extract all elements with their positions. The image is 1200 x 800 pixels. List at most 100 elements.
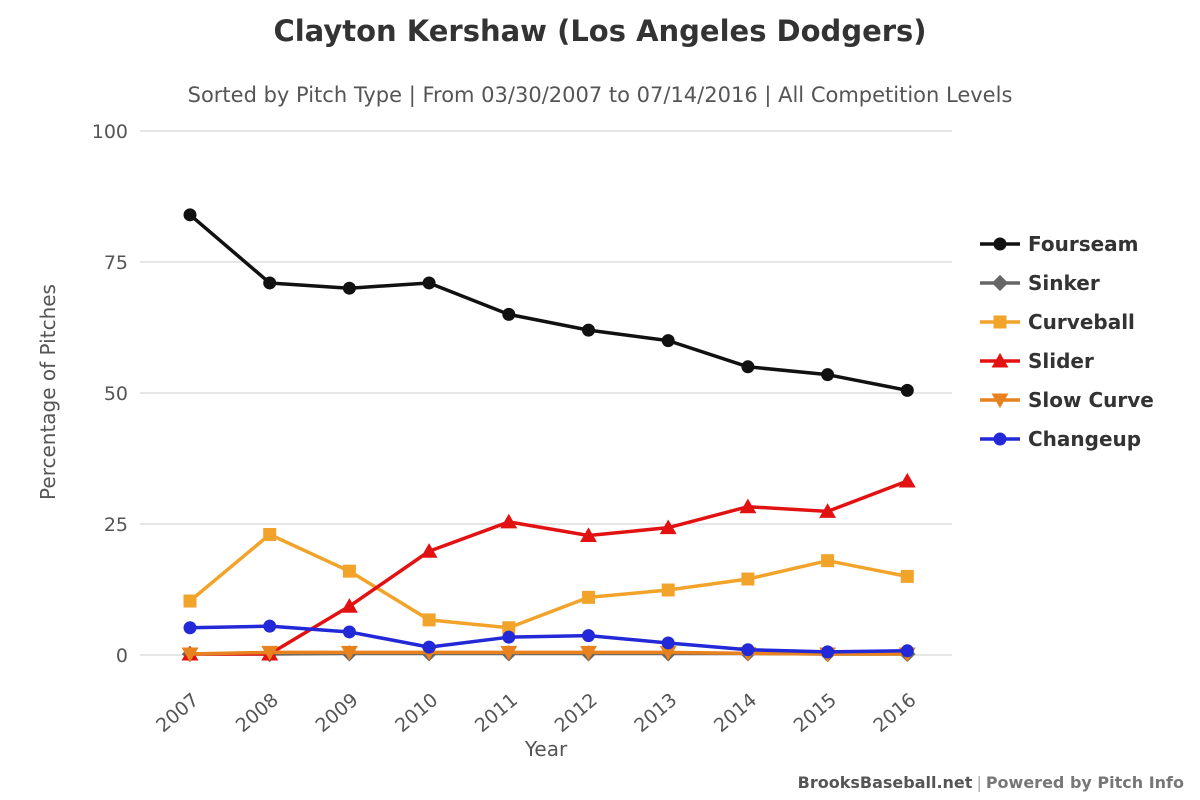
x-tick-label: 2009 [311, 689, 362, 737]
data-point-marker [580, 645, 597, 661]
data-point-marker [741, 360, 755, 374]
data-point-marker [898, 472, 916, 488]
x-tick-label: 2007 [152, 689, 203, 737]
data-point-marker [500, 513, 518, 529]
data-point-marker [500, 645, 518, 661]
data-point-marker [661, 583, 675, 597]
data-point-marker [900, 569, 914, 583]
legend-label: Curveball [1028, 310, 1135, 334]
axis-layer: 0 25 50 75 100 2007 2008 2009 2010 2011 2012 2013 20… [92, 121, 921, 737]
footer-credit: BrooksBaseball.net | Powered by Pitch Info [798, 773, 1184, 792]
legend-item-slow-curve[interactable]: Slow Curve [978, 388, 1154, 412]
footer-separator: | [976, 773, 982, 792]
data-point-marker [420, 543, 438, 558]
data-point-marker [993, 432, 1007, 446]
data-point-marker [422, 613, 436, 627]
y-tick-label: 50 [104, 383, 128, 405]
data-point-marker [819, 503, 837, 518]
data-point-marker [821, 368, 835, 382]
data-point-marker [502, 630, 516, 644]
data-point-marker [991, 352, 1009, 368]
y-tick-label: 75 [104, 252, 128, 274]
data-point-marker [991, 393, 1009, 409]
y-tick-label: 25 [104, 514, 128, 536]
data-point-marker [181, 647, 199, 663]
data-point-marker [261, 645, 279, 661]
data-point-marker [659, 645, 677, 661]
data-point-marker [821, 645, 835, 659]
data-point-marker [993, 237, 1007, 251]
data-point-marker [582, 629, 595, 643]
legend-label: Slow Curve [1028, 388, 1154, 412]
data-point-marker [342, 564, 356, 578]
x-tick-label: 2013 [630, 689, 681, 737]
data-point-marker [263, 527, 277, 541]
series-line-slow-curve [188, 650, 910, 656]
x-tick-label: 2015 [790, 689, 841, 737]
triangle-down-legend-marker-icon [980, 393, 1020, 409]
data-point-marker [900, 644, 914, 658]
series-line-changeup [188, 624, 910, 654]
legend-item-curveball[interactable]: Curveball [978, 310, 1154, 334]
x-tick-label: 2011 [471, 689, 522, 737]
chart-subtitle: Sorted by Pitch Type | From 03/30/2007 t… [187, 83, 1013, 107]
data-point-marker [340, 645, 358, 661]
footer-site-link[interactable]: BrooksBaseball.net [797, 773, 973, 792]
data-point-marker [582, 590, 595, 604]
chart-title: Clayton Kershaw (Los Angeles Dodgers) [273, 14, 927, 48]
legend-item-sinker[interactable]: Sinker [978, 271, 1154, 295]
y-tick-label: 0 [116, 645, 128, 667]
data-point-marker [661, 334, 675, 348]
y-axis-title: Percentage of Pitches [36, 284, 60, 500]
x-tick-label: 2008 [232, 689, 283, 737]
data-point-marker [183, 621, 197, 635]
x-tick-label: 2012 [551, 689, 602, 737]
data-point-marker [342, 281, 356, 295]
legend-item-fourseam[interactable]: Fourseam [978, 232, 1154, 256]
y-tick-label: 100 [92, 121, 128, 143]
footer-powered-by: Powered by Pitch Info [985, 773, 1184, 792]
legend-item-slider[interactable]: Slider [978, 349, 1154, 373]
data-point-marker [422, 276, 436, 290]
x-tick-label: 2016 [869, 689, 920, 737]
square-legend-marker-icon [980, 315, 1020, 329]
data-point-marker [741, 643, 755, 657]
data-point-marker [183, 208, 197, 222]
x-tick-label: 2010 [391, 689, 442, 737]
circle-legend-marker-icon [980, 237, 1020, 251]
data-point-marker [739, 498, 757, 514]
data-point-marker [183, 594, 197, 608]
data-point-marker [659, 519, 677, 535]
data-point-marker [900, 383, 914, 397]
plot-layer [181, 208, 916, 663]
data-point-marker [263, 276, 277, 290]
diamond-legend-marker-icon [980, 274, 1020, 292]
circle-legend-marker-icon [980, 432, 1020, 446]
series-line-fourseam [188, 213, 910, 393]
x-tick-label: 2014 [710, 689, 761, 737]
chart-legend: Fourseam Sinker Curveball Slider Slow Curve C… [978, 232, 1154, 451]
series-line-curveball [188, 532, 910, 630]
data-point-marker [991, 274, 1009, 292]
data-point-marker [582, 323, 595, 337]
data-point-marker [342, 625, 356, 639]
data-point-marker [741, 572, 755, 586]
data-point-marker [502, 307, 516, 321]
grid-layer [140, 130, 952, 656]
data-point-marker [502, 621, 516, 635]
legend-label: Changeup [1028, 427, 1142, 451]
data-point-marker [422, 640, 436, 654]
legend-item-changeup[interactable]: Changeup [978, 427, 1154, 451]
legend-label: Fourseam [1028, 232, 1139, 256]
triangle-up-legend-marker-icon [980, 352, 1020, 368]
legend-label: Slider [1028, 349, 1094, 373]
data-point-marker [821, 554, 835, 568]
data-point-marker [263, 619, 277, 633]
data-point-marker [661, 636, 675, 650]
data-point-marker [340, 598, 358, 613]
x-axis-title: Year [524, 737, 568, 761]
data-point-marker [580, 527, 597, 543]
data-point-marker [993, 315, 1007, 329]
